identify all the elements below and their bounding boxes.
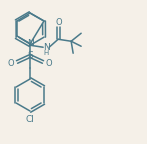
- Text: N: N: [27, 39, 33, 49]
- Text: O: O: [56, 18, 62, 27]
- Text: S: S: [27, 52, 33, 60]
- Text: N: N: [43, 43, 50, 52]
- Text: H: H: [44, 50, 49, 56]
- Text: O: O: [46, 58, 52, 68]
- Text: Cl: Cl: [26, 115, 34, 125]
- Text: O: O: [8, 58, 14, 68]
